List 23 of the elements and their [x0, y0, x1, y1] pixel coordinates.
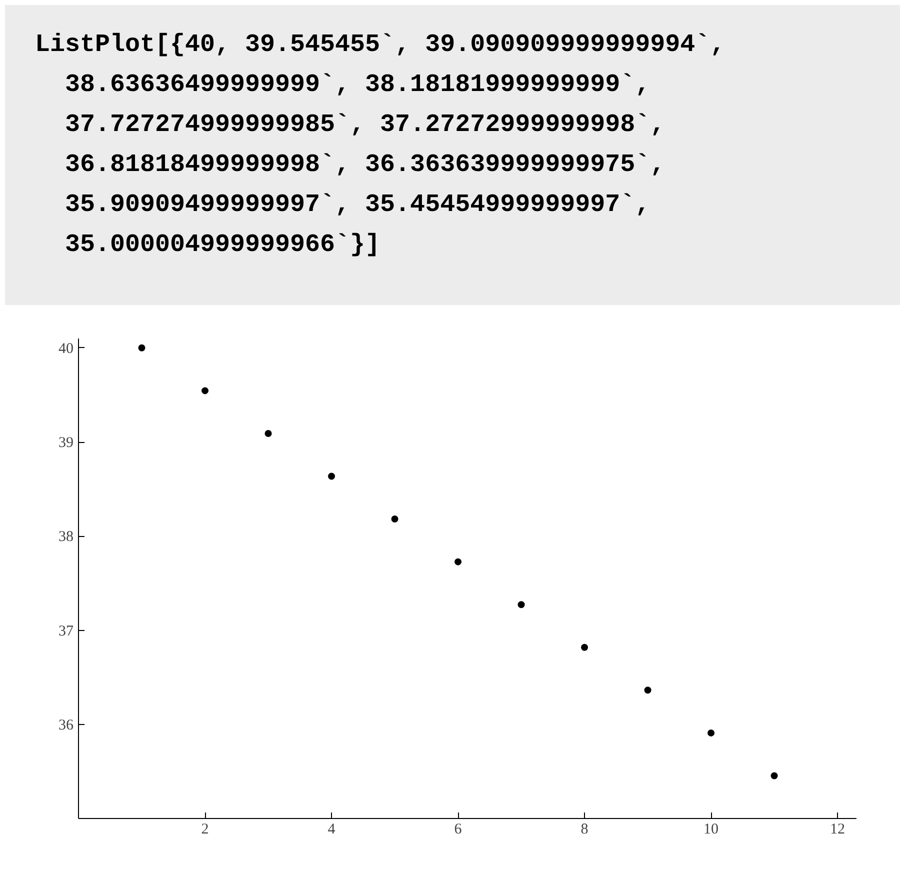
text: ListPlot[{40, 39.545455`, 39.090909999999994`, 38.63636499999999`, 38.18181999999999`, 37.727274999999985`, 37.27272999999998`, 36.81818499999998`, 36.363639999999975`, 35.90909499999997`, 35.45454999999997`, 35.000004999999966`}]	[35, 29, 726, 261]
y-tick-label: 38	[58, 529, 74, 546]
y-tick-label: 40	[58, 340, 74, 357]
x-tick-label: 2	[201, 822, 209, 838]
point	[328, 472, 336, 480]
point	[138, 344, 146, 352]
point	[770, 772, 778, 780]
point	[202, 387, 209, 394]
y-tick-label: 36	[58, 717, 74, 734]
point	[708, 729, 715, 736]
y-tick-label: 37	[58, 623, 74, 640]
x-tick-label: 10	[704, 822, 719, 838]
point	[581, 644, 588, 651]
point	[454, 558, 462, 566]
point	[264, 430, 272, 437]
y-tick-label: 39	[58, 435, 74, 452]
point	[644, 686, 652, 694]
x-tick-label: 12	[830, 822, 846, 838]
x-tick-label: 6	[454, 822, 462, 838]
x-tick-label: 8	[580, 822, 588, 838]
point	[518, 601, 525, 608]
point	[391, 516, 398, 523]
x-tick-label: 4	[328, 822, 336, 838]
